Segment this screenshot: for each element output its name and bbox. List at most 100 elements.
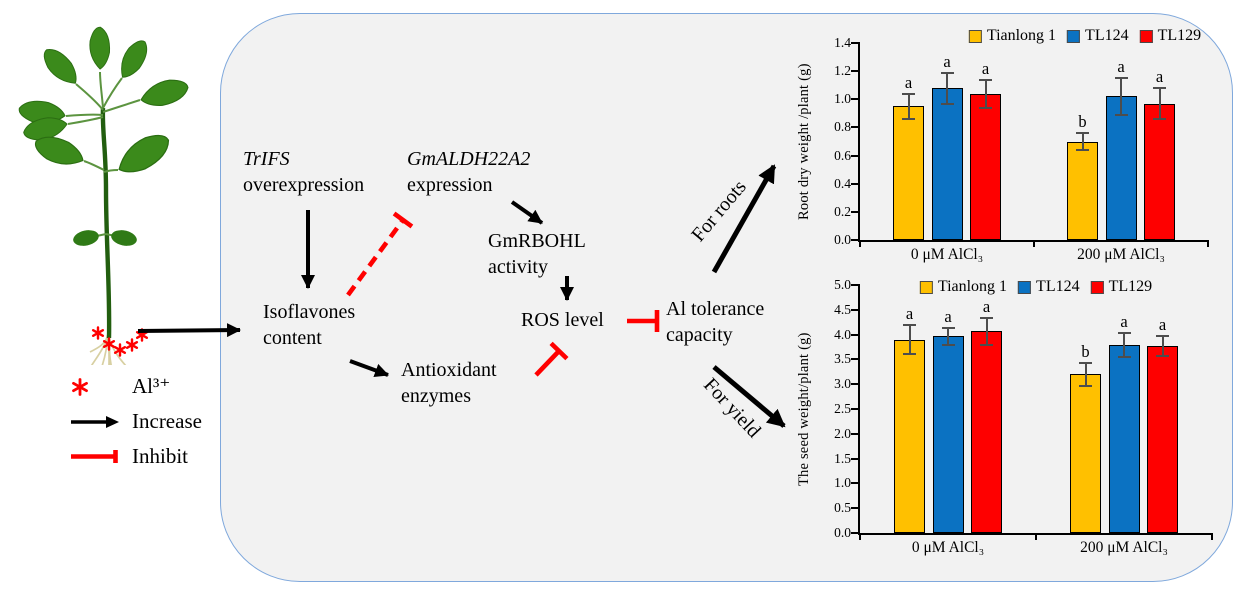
inhibit-tbar-icon bbox=[70, 449, 122, 464]
y-tick-label: 1.4 bbox=[834, 35, 851, 50]
symbol-key: Al³⁺ Increase Inhibit bbox=[70, 369, 202, 474]
node-gmaldh-text: expression bbox=[407, 174, 493, 196]
significance-letter: a bbox=[943, 51, 951, 71]
node-ros-level: ROS level bbox=[521, 309, 604, 331]
significance-letter: a bbox=[982, 296, 991, 316]
y-tick-mark bbox=[851, 154, 860, 157]
key-label-inhibit: Inhibit bbox=[132, 444, 188, 468]
x-tick-label: 200 μM AlCl₃ bbox=[1077, 246, 1165, 263]
legend-label: Tianlong 1 bbox=[986, 27, 1057, 44]
legend-item: Tianlong 1 bbox=[919, 278, 1007, 296]
y-tick-label: 1.0 bbox=[834, 91, 851, 107]
error-bar-cap bbox=[979, 106, 992, 109]
chart-legend: Tianlong 1 TL124 TL129 bbox=[968, 27, 1201, 45]
plant-cotyledons bbox=[73, 230, 137, 246]
pathway-panel bbox=[220, 13, 1233, 582]
y-tick-mark bbox=[851, 383, 860, 386]
x-tick-mark bbox=[859, 533, 861, 540]
y-tick-label: 0.5 bbox=[834, 500, 851, 516]
significance-letter: a bbox=[1117, 57, 1125, 77]
error-bar-cap bbox=[941, 343, 955, 346]
increase-arrow-icon bbox=[70, 415, 122, 429]
error-bar bbox=[1081, 133, 1084, 150]
error-bar-cap bbox=[902, 92, 915, 95]
y-tick-label: 2.0 bbox=[834, 425, 851, 441]
error-bar bbox=[1123, 332, 1125, 358]
legend-item: TL124 bbox=[1018, 278, 1080, 296]
y-tick-mark bbox=[851, 42, 860, 44]
y-tick-label: 2.5 bbox=[834, 401, 851, 416]
y-tick-mark bbox=[851, 482, 860, 485]
legend-item: Tianlong 1 bbox=[968, 27, 1057, 45]
bar-tl129 bbox=[971, 331, 1002, 533]
bar-tl129 bbox=[1147, 346, 1178, 533]
significance-letter: a bbox=[1158, 315, 1167, 335]
chart-seed-weight: The seed weight/plant (g) Tianlong 1 TL12… bbox=[790, 275, 1252, 581]
error-bar-cap bbox=[1153, 87, 1166, 90]
legend-swatch bbox=[1090, 280, 1104, 294]
significance-letter: a bbox=[905, 303, 914, 323]
chart-legend: Tianlong 1 TL124 TL129 bbox=[919, 278, 1152, 296]
key-label-increase: Increase bbox=[132, 409, 202, 433]
y-tick-label: 0.8 bbox=[834, 119, 851, 135]
error-bar-cap bbox=[940, 71, 954, 74]
error-bar-cap bbox=[940, 102, 954, 105]
error-bar bbox=[1158, 88, 1161, 119]
error-bar bbox=[946, 72, 948, 104]
y-tick-mark bbox=[851, 408, 860, 410]
y-tick-label: 1.5 bbox=[834, 450, 851, 466]
gene-trifs: TrIFS bbox=[243, 148, 290, 170]
node-trifs-overexpression: TrIFS overexpression bbox=[243, 146, 364, 198]
x-tick-label: 200 μM AlCl₃ bbox=[1080, 539, 1168, 556]
plant-petioles bbox=[65, 71, 141, 238]
key-label-aluminum: Al³⁺ bbox=[132, 374, 171, 398]
error-bar-cap bbox=[1079, 384, 1092, 387]
x-tick-mark bbox=[859, 240, 861, 247]
error-bar bbox=[907, 93, 910, 119]
y-tick-mark bbox=[851, 239, 860, 241]
y-tick-mark bbox=[851, 432, 860, 435]
error-bar bbox=[1120, 78, 1122, 115]
error-bar-cap bbox=[1076, 132, 1089, 135]
bar-tl124 bbox=[932, 336, 964, 533]
bar-tianlong-1 bbox=[1067, 141, 1098, 240]
error-bar-cap bbox=[979, 78, 992, 81]
chart-root-dry-weight: Root dry weight /plant (g) Tianlong 1 TL1… bbox=[790, 15, 1252, 273]
y-tick-label: 4.5 bbox=[834, 301, 851, 317]
y-tick-mark bbox=[851, 507, 860, 510]
bar-tl124 bbox=[931, 88, 963, 240]
y-tick-label: 0.4 bbox=[834, 175, 851, 191]
error-bar bbox=[985, 317, 988, 345]
significance-letter: a bbox=[904, 72, 913, 92]
error-bar-cap bbox=[1156, 354, 1169, 357]
bar-tianlong-1 bbox=[1070, 374, 1101, 533]
y-tick-mark bbox=[851, 308, 860, 311]
error-bar-cap bbox=[1117, 331, 1131, 334]
legend-swatch bbox=[968, 29, 982, 43]
error-bar-cap bbox=[1153, 118, 1166, 120]
x-tick-mark bbox=[1033, 240, 1035, 247]
x-tick-mark bbox=[1035, 533, 1037, 540]
gene-gmaldh: GmALDH22A2 bbox=[407, 148, 531, 170]
error-bar-cap bbox=[903, 323, 916, 326]
key-row-increase: Increase bbox=[70, 404, 202, 439]
plant-illustration bbox=[16, 26, 192, 365]
y-tick-label: 1.2 bbox=[834, 63, 851, 79]
error-bar-cap bbox=[902, 118, 915, 120]
error-bar-cap bbox=[1079, 361, 1092, 364]
y-tick-label: 0.0 bbox=[834, 232, 851, 247]
x-tick-label: 0 μM AlCl₃ bbox=[911, 539, 985, 556]
node-antioxidant-enzymes: Antioxidant enzymes bbox=[401, 359, 497, 407]
node-gmaldh-expression: GmALDH22A2 expression bbox=[407, 146, 530, 198]
y-tick-label: 0.0 bbox=[834, 525, 851, 540]
error-bar-cap bbox=[941, 326, 955, 329]
error-bar-cap bbox=[980, 316, 993, 319]
y-tick-label: 1.0 bbox=[834, 475, 851, 491]
significance-letter: a bbox=[1155, 67, 1164, 87]
node-isoflavones-content: Isoflavones content bbox=[263, 301, 356, 349]
significance-letter: a bbox=[944, 306, 952, 326]
y-tick-mark bbox=[851, 70, 860, 73]
y-tick-mark bbox=[851, 333, 860, 336]
x-tick-mark bbox=[1211, 533, 1213, 540]
legend-swatch bbox=[1139, 29, 1153, 43]
